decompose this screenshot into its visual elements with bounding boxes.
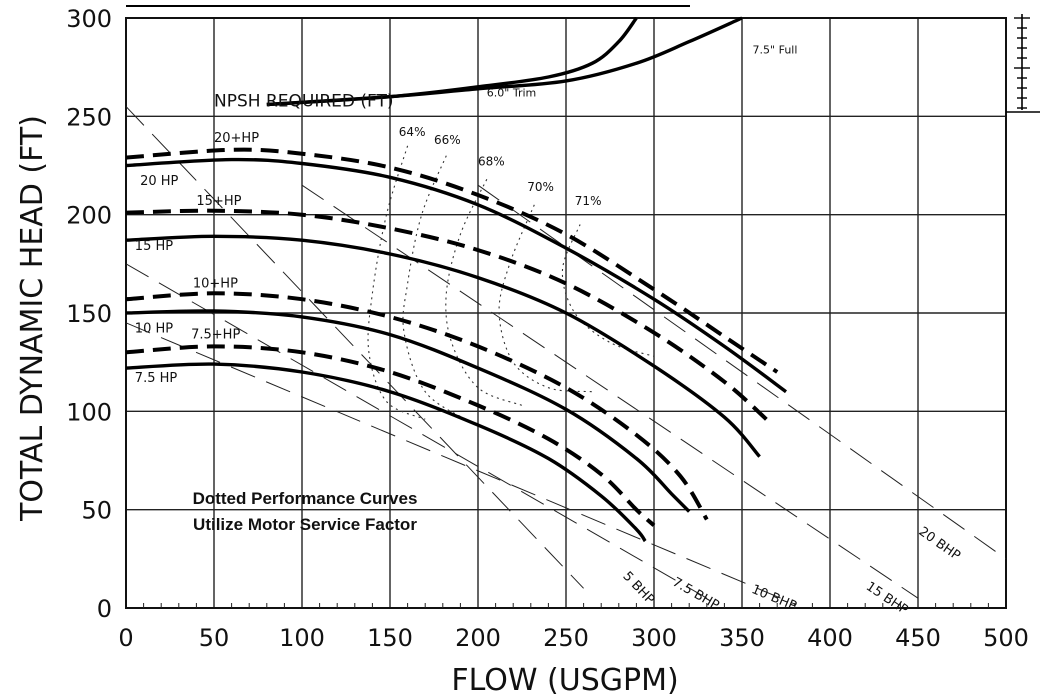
hp-label-15-hp: 15 HP <box>135 239 173 254</box>
x-tick-500: 500 <box>983 624 1029 652</box>
npsh-title: NPSH REQUIRED (FT) <box>214 92 394 112</box>
efficiency-label-68: 68% <box>478 155 505 169</box>
x-tick-400: 400 <box>807 624 853 652</box>
hp-curve-10-hp <box>125 291 709 521</box>
y-axis-title: TOTAL DYNAMIC HEAD (FT) <box>15 115 50 522</box>
tick-labels: 0 50 100 150 200 250 300 350 400 450 500 0 50 100 150 2… <box>66 5 1029 652</box>
bhp-line-5-bhp <box>125 106 584 589</box>
hp-curve-7-5-hp <box>125 344 656 527</box>
efficiency-label-71: 71% <box>575 194 602 208</box>
hp-curve-7-5-hp <box>125 362 647 543</box>
x-tick-150: 150 <box>367 624 413 652</box>
npsh-label-7-5-full: 7.5" Full <box>753 43 798 56</box>
y-tick-50: 50 <box>81 497 112 525</box>
bhp-line-20-bhp <box>477 184 1007 560</box>
hp-curve-20-hp <box>125 147 779 374</box>
hp-curves <box>125 147 788 543</box>
x-axis-title: FLOW (USGPM) <box>451 663 678 698</box>
y-tick-200: 200 <box>66 202 112 230</box>
hp-label-7-5-hp: 7.5 HP <box>135 371 178 386</box>
npsh-curve-7-5-full <box>266 16 743 107</box>
y-tick-300: 300 <box>66 5 112 33</box>
y-tick-250: 250 <box>66 103 112 131</box>
hp-label-10-hp: 10 HP <box>135 322 173 337</box>
hp-curve-15-hp <box>125 208 770 423</box>
x-tick-250: 250 <box>543 624 589 652</box>
y-tick-100: 100 <box>66 398 112 426</box>
hp-label-20-hp: 20+HP <box>214 131 259 146</box>
x-tick-200: 200 <box>455 624 501 652</box>
hp-label-15-hp: 15+HP <box>196 194 241 209</box>
bhp-line-15-bhp <box>301 184 919 599</box>
efficiency-curve-68 <box>445 179 523 406</box>
efficiency-label-70: 70% <box>527 180 554 194</box>
efficiency-curves: 64% 66% 68% 70% 71% <box>367 125 655 422</box>
hp-label-20-hp: 20 HP <box>140 174 178 189</box>
efficiency-label-66: 66% <box>434 133 461 147</box>
y-tick-150: 150 <box>66 300 112 328</box>
x-tick-350: 350 <box>719 624 765 652</box>
x-tick-100: 100 <box>279 624 325 652</box>
x-tick-300: 300 <box>631 624 677 652</box>
npsh-curves: 6.0" Trim 7.5" Full NPSH REQUIRED (FT) <box>214 16 798 112</box>
hp-curve-15-hp <box>125 234 761 458</box>
efficiency-curve-64 <box>367 145 426 420</box>
curve-labels: 20+HP 20 HP 15+HP 15 HP 10+HP 10 HP 7.5+HP 7.5 … <box>135 131 259 386</box>
hp-curve-10-hp <box>125 309 691 513</box>
npsh-label-6-0-trim: 6.0" Trim <box>487 87 536 100</box>
hp-label-10-hp: 10+HP <box>193 276 238 291</box>
y-tick-0: 0 <box>97 595 112 623</box>
note-line-2: Utilize Motor Service Factor <box>193 515 417 534</box>
hp-label-7-5-hp: 7.5+HP <box>191 328 240 343</box>
npsh-scale <box>126 5 1040 113</box>
bhp-line-10-bhp <box>125 322 795 605</box>
note-line-1: Dotted Performance Curves <box>193 489 418 508</box>
efficiency-label-64: 64% <box>399 125 426 139</box>
x-tick-450: 450 <box>895 624 941 652</box>
hp-curve-20-hp <box>125 157 788 394</box>
x-tick-0: 0 <box>118 624 133 652</box>
x-tick-50: 50 <box>199 624 230 652</box>
